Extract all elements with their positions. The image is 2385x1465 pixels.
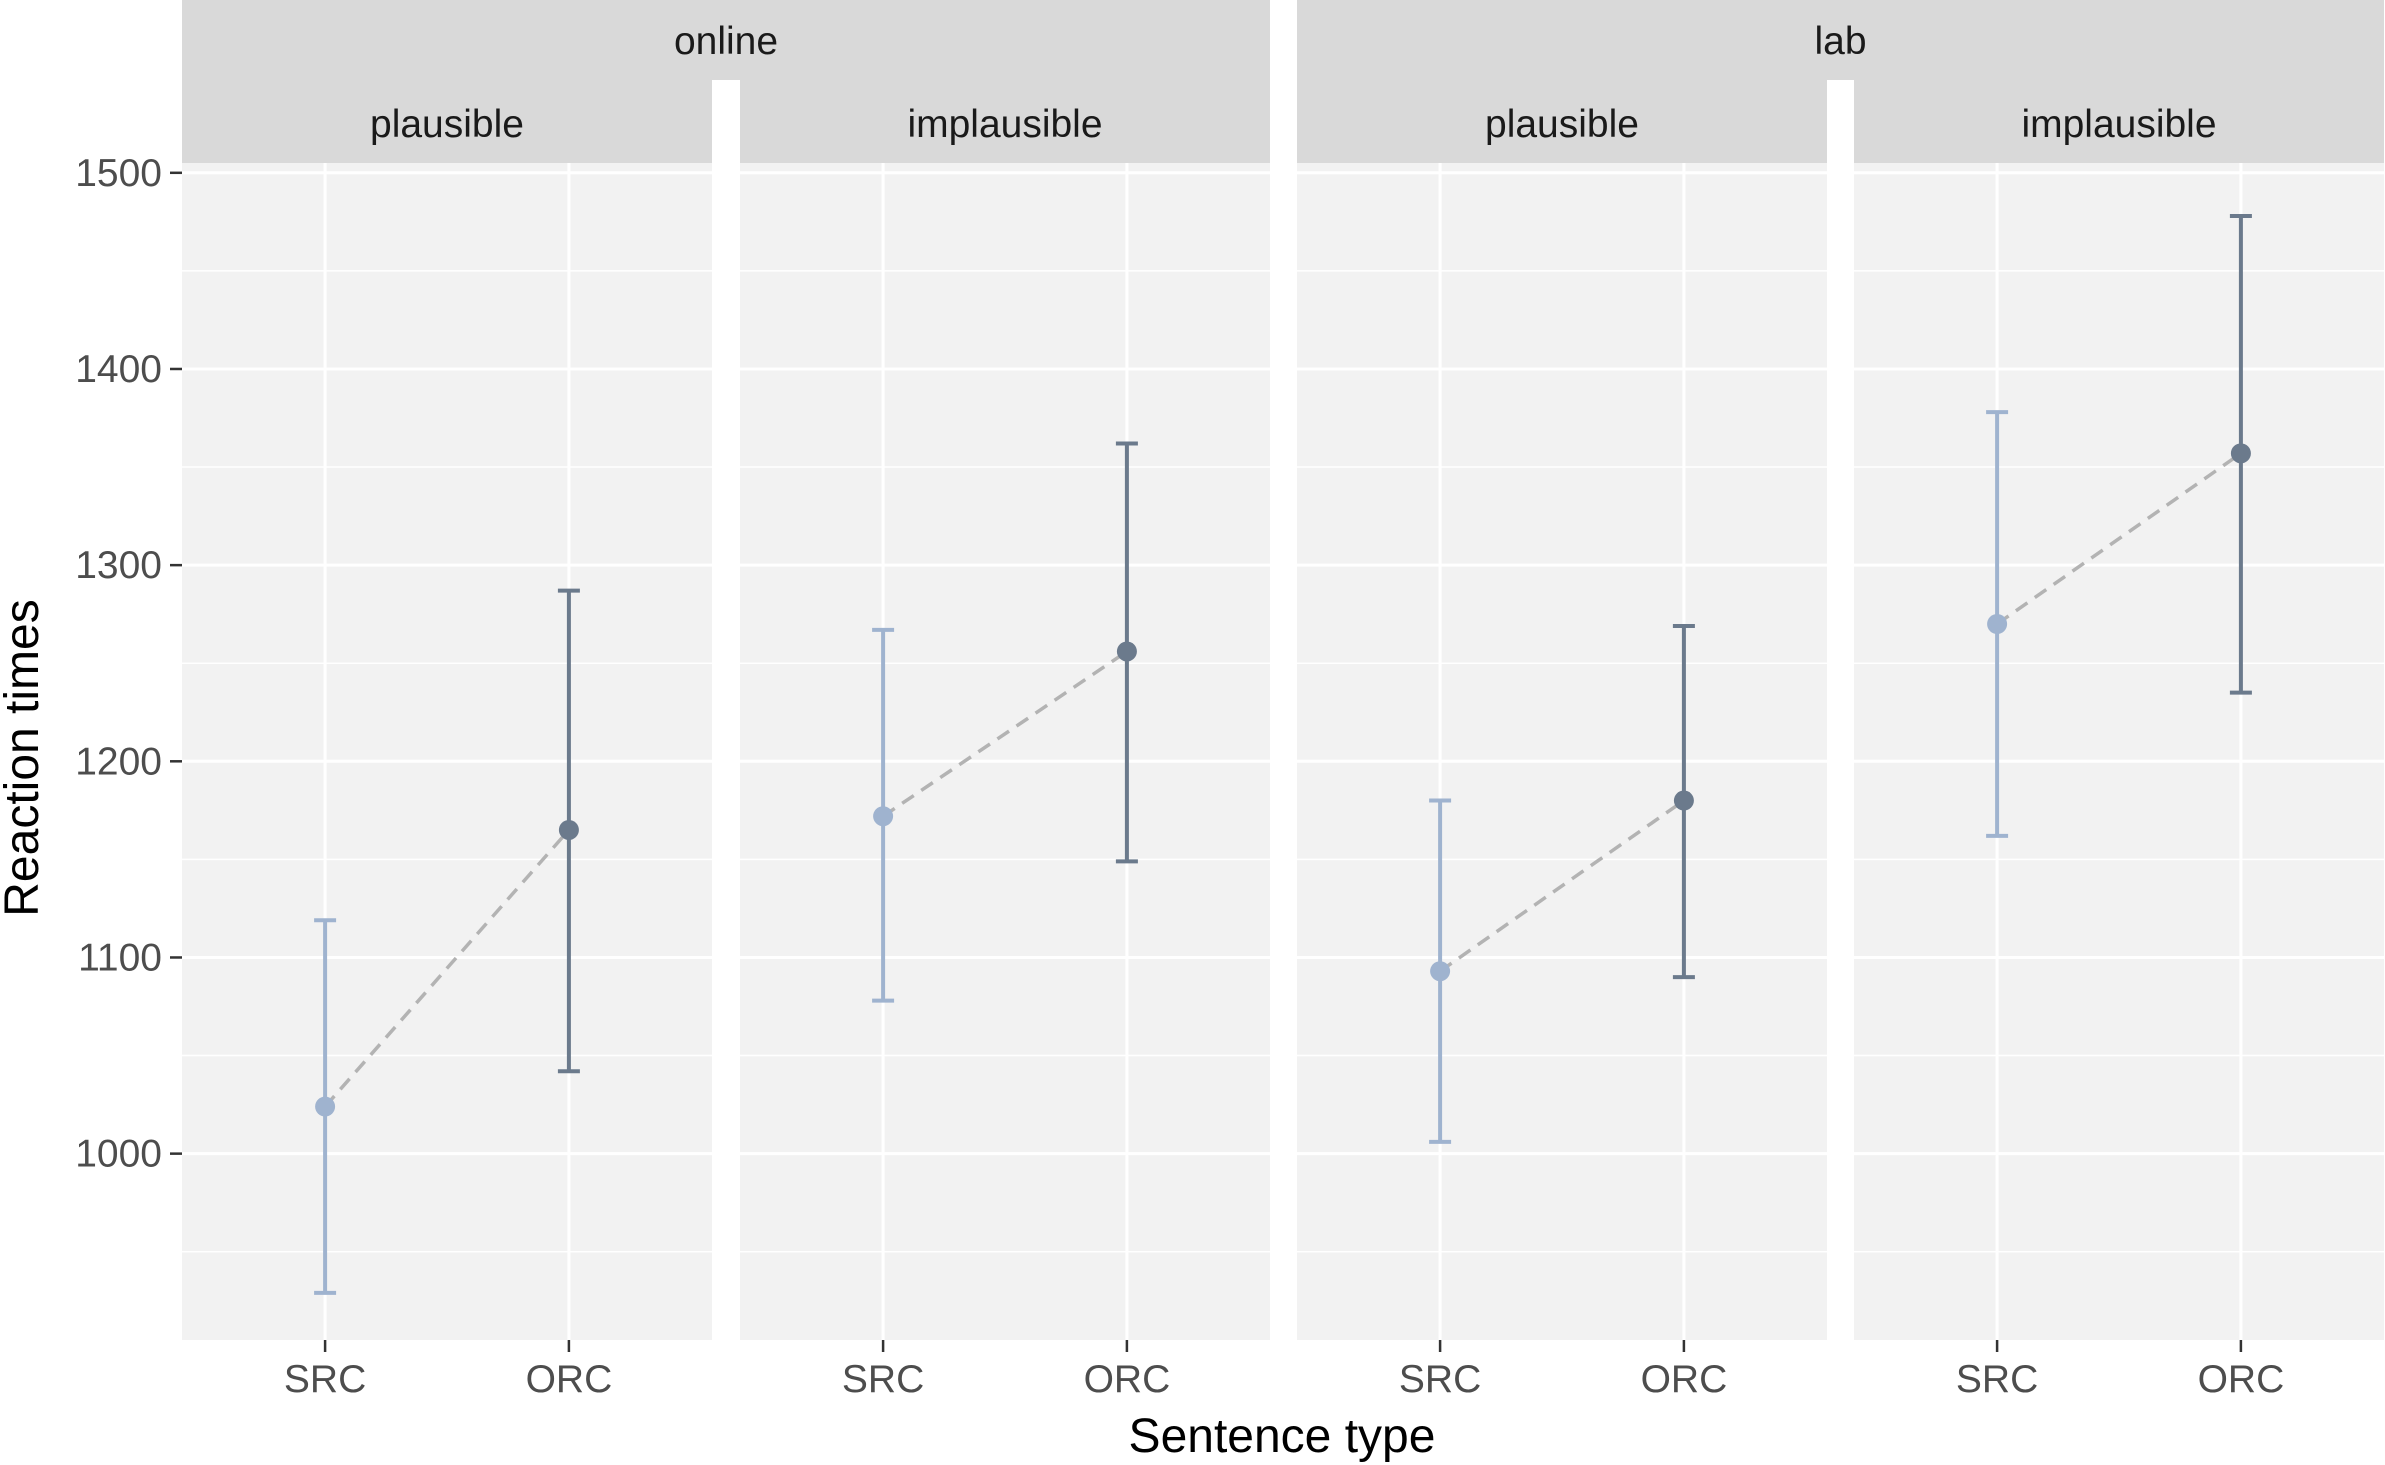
panel-strip	[740, 80, 1270, 163]
x-tick-label: ORC	[1641, 1358, 1728, 1401]
panel-strip	[1854, 80, 2384, 163]
x-axis-title: Sentence type	[1129, 1410, 1436, 1463]
group-strip	[1297, 0, 2384, 80]
panel-strip-label: implausible	[907, 103, 1102, 146]
x-tick-label: SRC	[1956, 1358, 2038, 1401]
y-tick-label: 1400	[75, 348, 162, 391]
group-strip	[182, 0, 1270, 80]
y-tick-label: 1500	[75, 152, 162, 195]
connecting-line	[323, 828, 571, 1108]
group-strip-label: online	[674, 20, 778, 63]
group-strip-label: lab	[1814, 20, 1866, 63]
panel-strip-label: implausible	[2021, 103, 2216, 146]
x-tick-label: ORC	[526, 1358, 613, 1401]
connecting-line	[1996, 451, 2242, 626]
x-tick-label: SRC	[1399, 1358, 1481, 1401]
data-point	[558, 819, 579, 840]
x-tick-label: ORC	[2198, 1358, 2285, 1401]
connecting-line	[1439, 799, 1685, 973]
y-tick-label: 1100	[78, 936, 162, 979]
x-tick-label: SRC	[284, 1358, 366, 1401]
y-tick-label: 1000	[75, 1133, 162, 1176]
y-tick-label: 1300	[75, 544, 162, 587]
x-tick-label: ORC	[1084, 1358, 1171, 1401]
panel-background	[182, 163, 712, 1340]
data-point	[1430, 961, 1451, 982]
panel-background	[1854, 163, 2384, 1340]
data-point	[1673, 790, 1694, 811]
data-point	[873, 806, 894, 827]
data-point	[1987, 613, 2008, 634]
connecting-line	[882, 650, 1128, 818]
data-point	[2230, 443, 2251, 464]
panel-strip-label: plausible	[1485, 103, 1639, 146]
y-tick-label: 1200	[75, 740, 162, 783]
data-point	[1116, 641, 1137, 662]
data-point	[315, 1096, 336, 1117]
panel-background	[1297, 163, 1827, 1340]
panel-background	[740, 163, 1270, 1340]
x-tick-label: SRC	[842, 1358, 924, 1401]
panel-strip	[1297, 80, 1827, 163]
panel-strip-label: plausible	[370, 103, 524, 146]
panel-strip	[182, 80, 712, 163]
y-axis-title: Reaction times	[0, 599, 49, 916]
